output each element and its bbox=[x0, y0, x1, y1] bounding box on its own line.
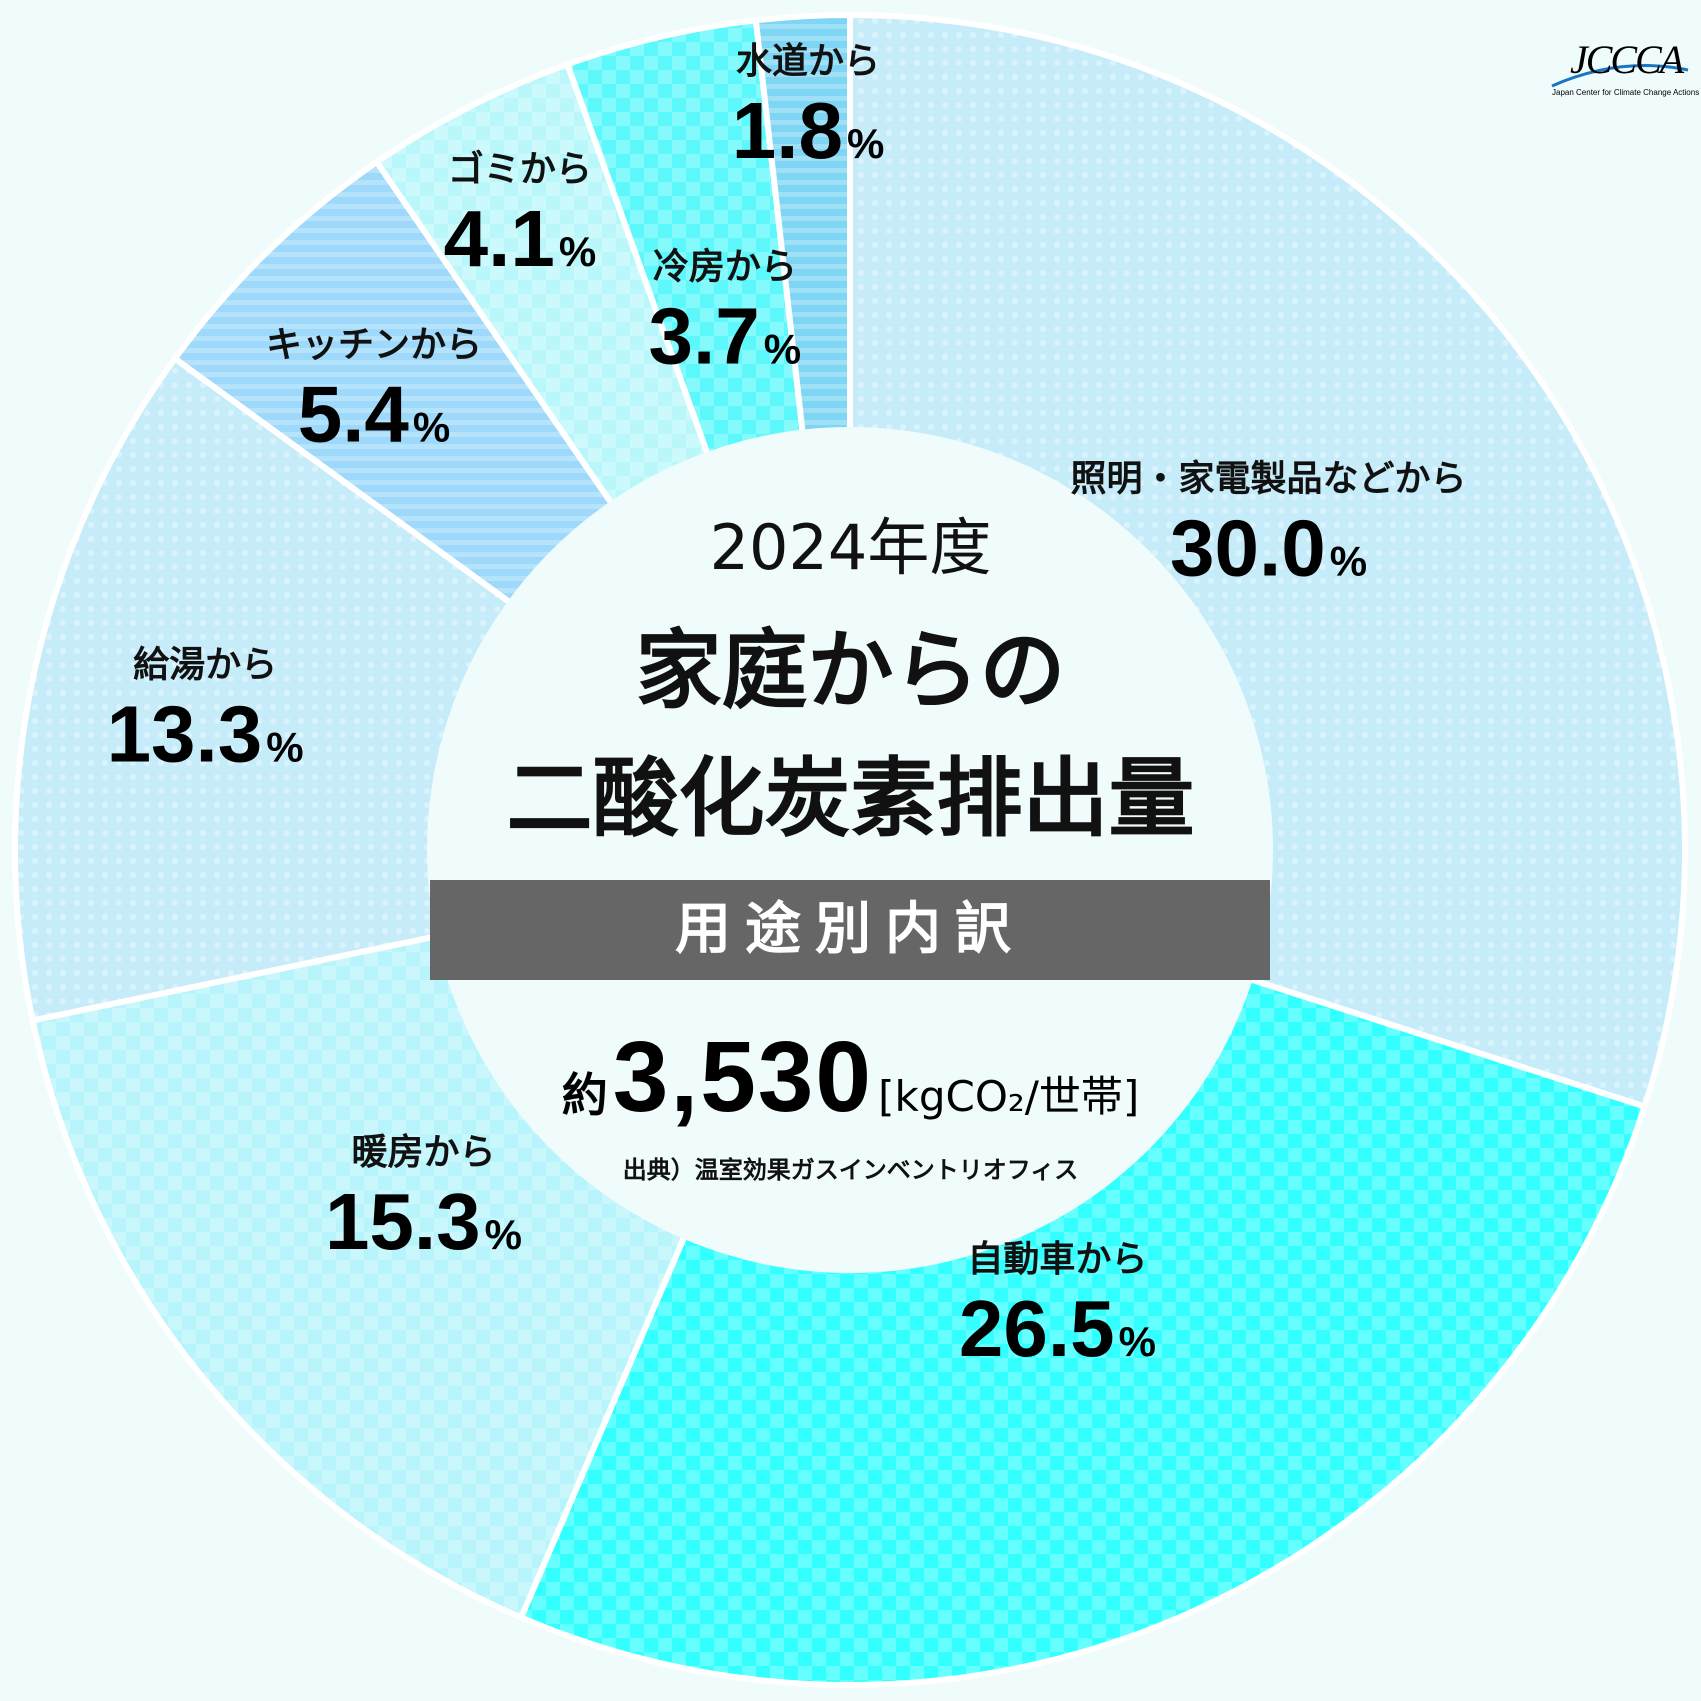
slice-value-label: 3.7% bbox=[649, 291, 802, 380]
slice-value-label: 1.8% bbox=[732, 86, 885, 175]
slice-value-label: 15.3% bbox=[325, 1177, 522, 1266]
slice-value-label: 26.5% bbox=[959, 1284, 1156, 1373]
center-hole bbox=[427, 427, 1273, 1273]
slice-category-label: 自動車から bbox=[967, 1239, 1147, 1280]
slice-category-label: 給湯から bbox=[133, 644, 277, 685]
logo-swoosh-icon bbox=[1551, 64, 1689, 88]
slice-category-label: 暖房から bbox=[351, 1132, 495, 1173]
logo-subtitle: Japan Center for Climate Change Actions bbox=[1552, 88, 1700, 97]
slice-value-label: 13.3% bbox=[107, 689, 304, 778]
slice-category-label: キッチンから bbox=[266, 324, 482, 365]
slice-category-label: 水道から bbox=[736, 41, 880, 82]
slice-category-label: 冷房から bbox=[653, 246, 797, 287]
jccca-logo: JCCCA Japan Center for Climate Change Ac… bbox=[1550, 30, 1699, 110]
slice-category-label: ゴミから bbox=[448, 148, 592, 190]
slice-category-label: 照明・家電製品などから bbox=[1071, 458, 1467, 499]
logo-text: JCCCA bbox=[1570, 37, 1684, 82]
slice-value-label: 30.0% bbox=[1170, 503, 1367, 592]
slice-value-label: 5.4% bbox=[298, 369, 451, 458]
slice-value-label: 4.1% bbox=[444, 194, 597, 283]
